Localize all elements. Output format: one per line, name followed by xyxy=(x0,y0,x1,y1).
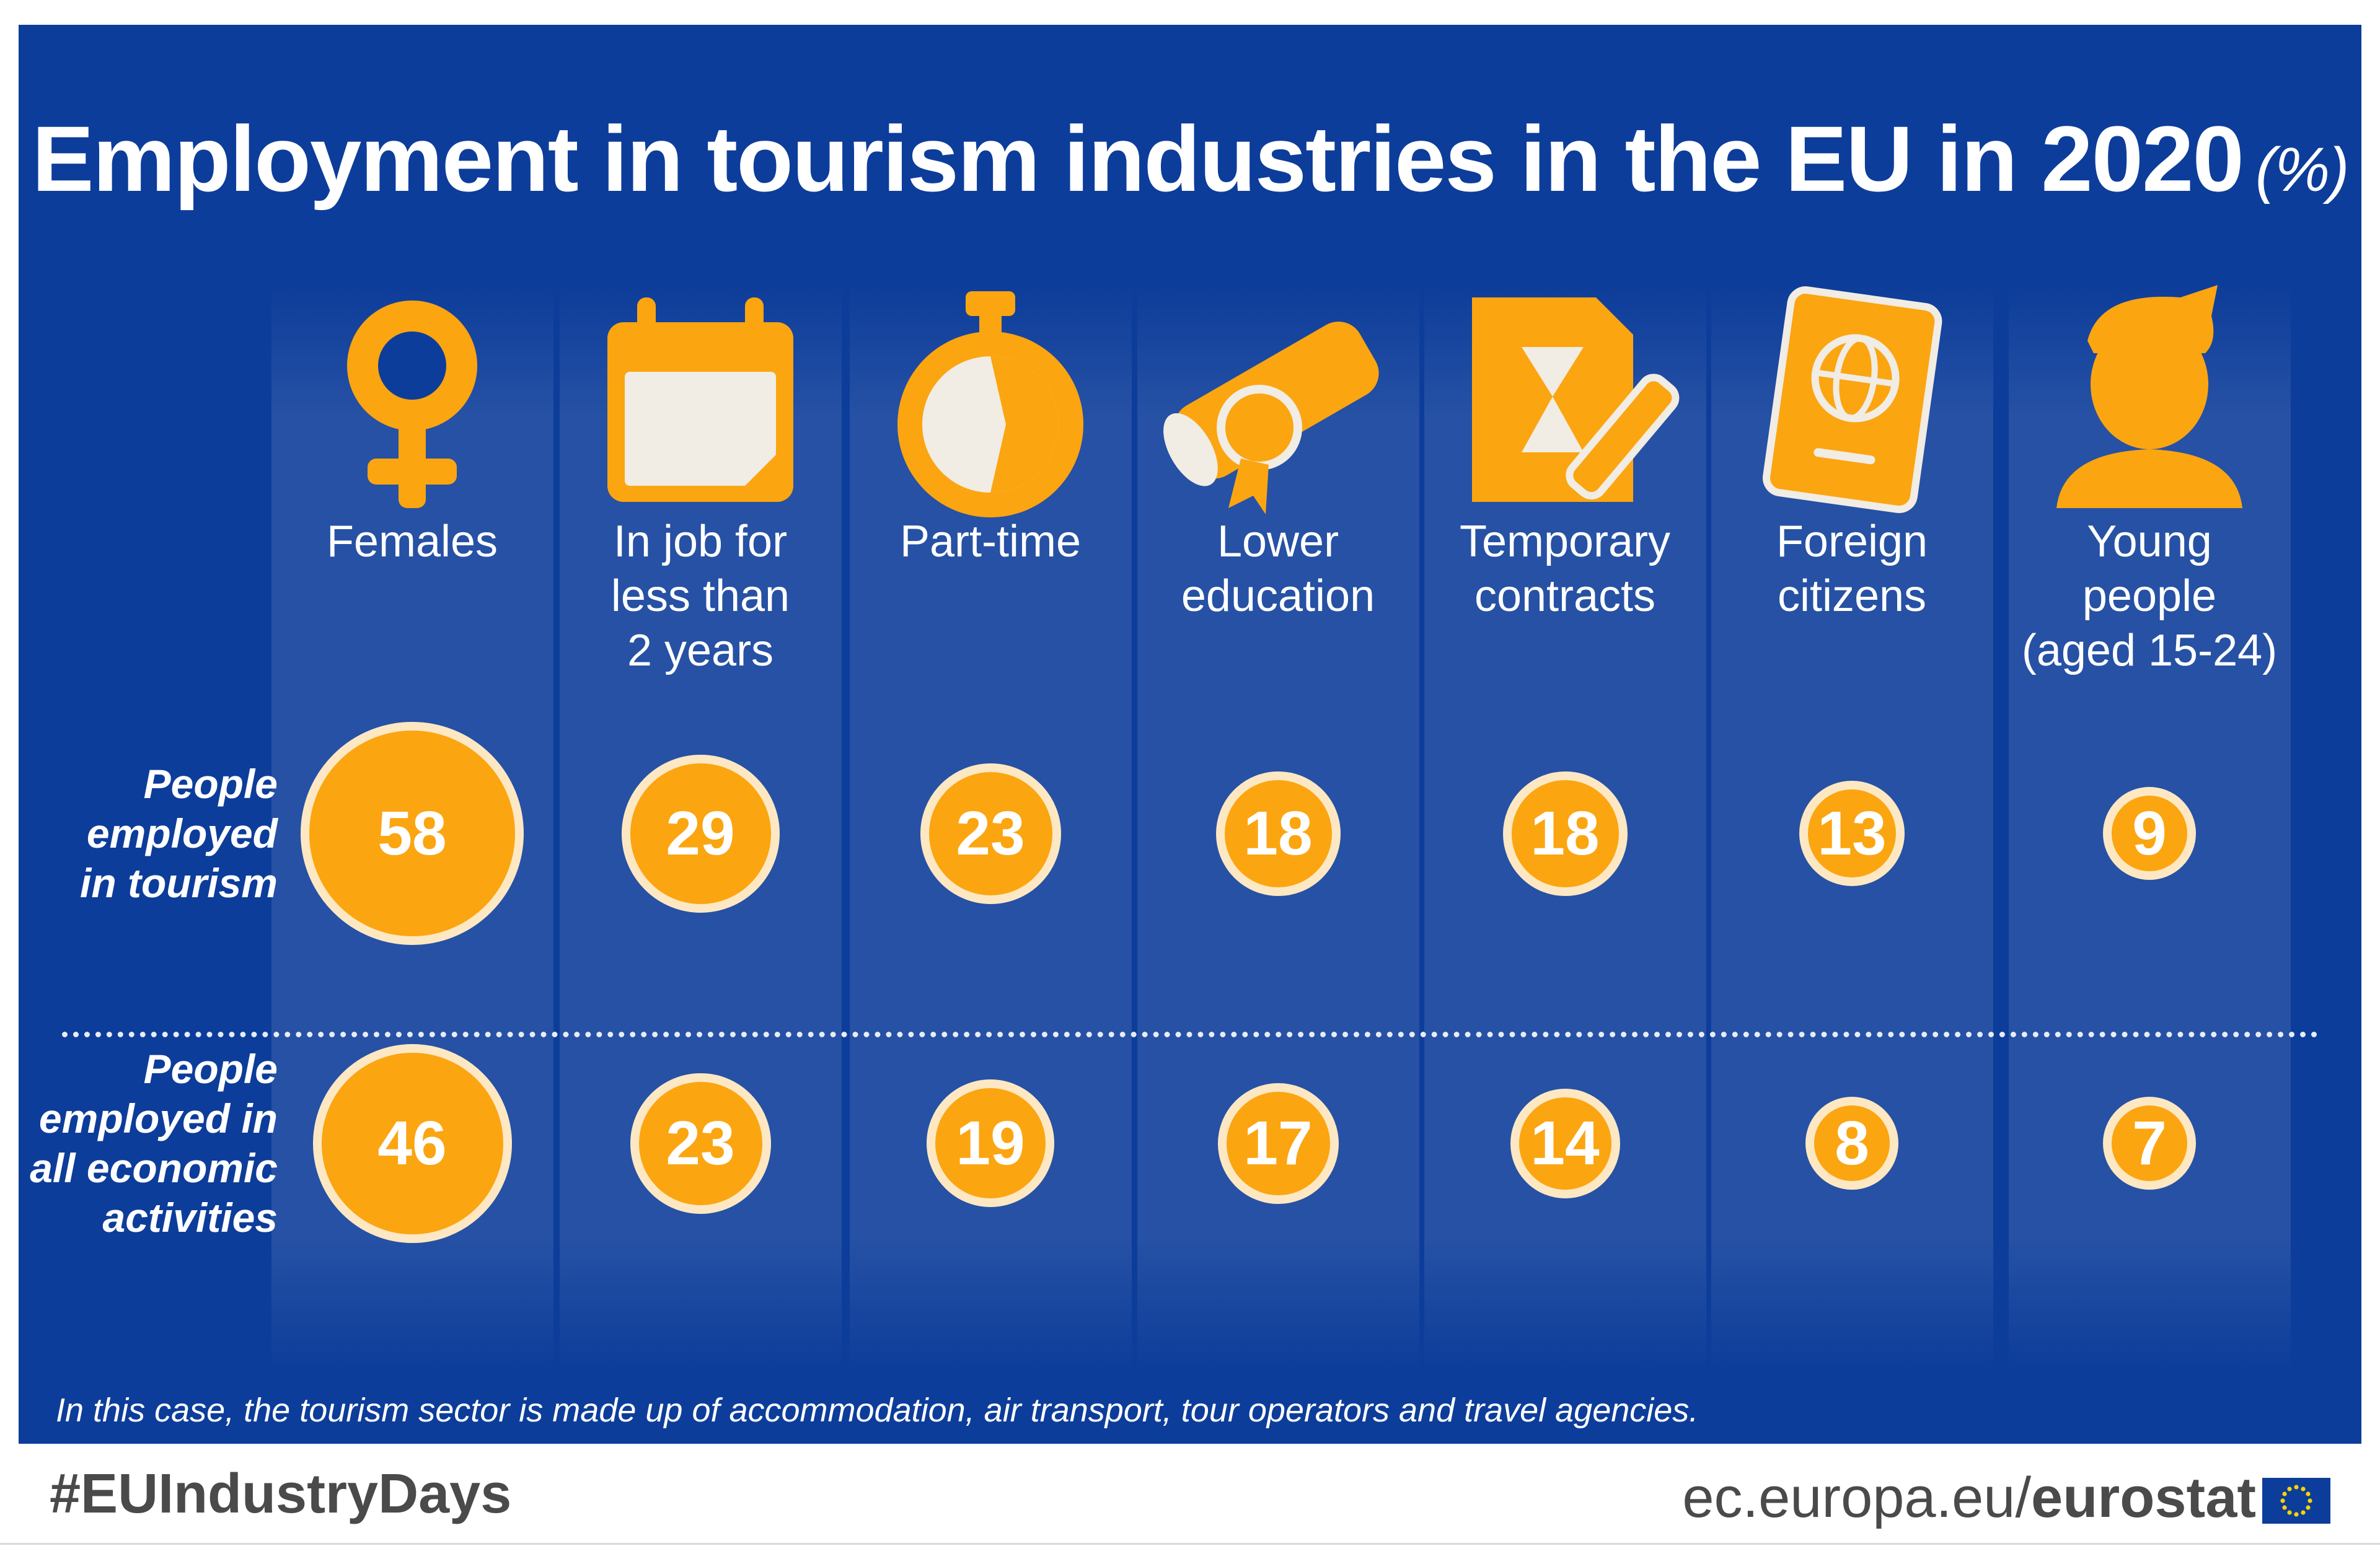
category-label-line: In job for xyxy=(613,517,788,566)
row-label: People employed in all economic activities xyxy=(19,1044,278,1242)
category-label: Lower education xyxy=(1142,514,1414,623)
value-bubble: 23 xyxy=(630,1073,771,1214)
value-bubble: 8 xyxy=(1805,1097,1898,1190)
value-bubble: 9 xyxy=(2103,787,2196,880)
category-label-line: Lower xyxy=(1217,517,1339,566)
value-bubble: 29 xyxy=(621,754,780,913)
category-label-line: Foreign xyxy=(1776,517,1928,566)
category-label: Young people (aged 15-24) xyxy=(2013,514,2286,678)
contract-hourglass-icon xyxy=(1472,297,1680,502)
passport-icon xyxy=(1763,286,1942,514)
row-label-line: employed xyxy=(86,810,278,856)
infographic-panel: Employment in tourism industries in the … xyxy=(19,25,2361,1444)
category-label-line: Part-time xyxy=(899,517,1082,566)
young-person-icon xyxy=(2056,285,2242,508)
category-label: In job for less than 2 years xyxy=(564,514,837,678)
value-bubble: 18 xyxy=(1215,771,1341,896)
footnote: In this case, the tourism sector is made… xyxy=(56,1392,1699,1429)
row-label-line: activities xyxy=(102,1195,278,1241)
category-label-line: 2 years xyxy=(627,626,774,675)
female-symbol-icon xyxy=(347,301,477,508)
value-bubble: 23 xyxy=(920,763,1061,904)
row-label-line: all economic xyxy=(30,1145,278,1191)
calendar-icon xyxy=(607,297,793,502)
row-label-line: employed in xyxy=(38,1096,278,1141)
category-label-line: contracts xyxy=(1474,571,1656,621)
value-bubble: 13 xyxy=(1799,781,1905,886)
eu-flag-icon xyxy=(2262,1478,2330,1524)
infographic-title: Employment in tourism industries in the … xyxy=(32,107,2350,211)
source-link[interactable]: ec.europa.eu/eurostat xyxy=(1682,1465,2256,1531)
category-label-line: Temporary xyxy=(1459,517,1671,566)
value-bubble: 7 xyxy=(2103,1097,2196,1190)
value-bubble: 19 xyxy=(927,1079,1054,1207)
hashtag: #EUIndustryDays xyxy=(50,1463,512,1525)
source-brand: eurostat xyxy=(2031,1466,2256,1529)
stopwatch-icon xyxy=(897,291,1083,517)
row-label: People employed in tourism xyxy=(19,759,278,908)
row-label-line: People xyxy=(143,1046,278,1092)
category-label: Foreign citizens xyxy=(1716,514,1988,623)
source-prefix: ec.europa.eu/ xyxy=(1682,1466,2032,1529)
value-bubble: 17 xyxy=(1217,1083,1339,1204)
category-label: Part-time xyxy=(854,514,1127,569)
category-label-line: (aged 15-24) xyxy=(2021,626,2278,675)
title-unit: (%) xyxy=(2255,135,2350,204)
category-label-line: Young xyxy=(2087,517,2212,566)
value-bubble: 58 xyxy=(301,722,524,945)
row-label-line: in tourism xyxy=(79,860,278,906)
category-label: Temporary contracts xyxy=(1429,514,1701,623)
category-label-line: people xyxy=(2082,571,2217,621)
bottom-rule xyxy=(0,1543,2380,1545)
value-bubble: 14 xyxy=(1510,1088,1620,1198)
category-label-line: less than xyxy=(610,571,790,621)
value-bubble: 18 xyxy=(1502,771,1628,896)
category-label: Females xyxy=(276,514,549,569)
value-bubble: 46 xyxy=(312,1043,512,1243)
category-label-line: citizens xyxy=(1777,571,1927,621)
category-label-line: Females xyxy=(326,517,498,566)
row-label-line: People xyxy=(143,761,278,807)
category-label-line: education xyxy=(1181,571,1375,621)
diploma-icon xyxy=(1163,322,1379,514)
row-divider xyxy=(62,1032,2318,1037)
